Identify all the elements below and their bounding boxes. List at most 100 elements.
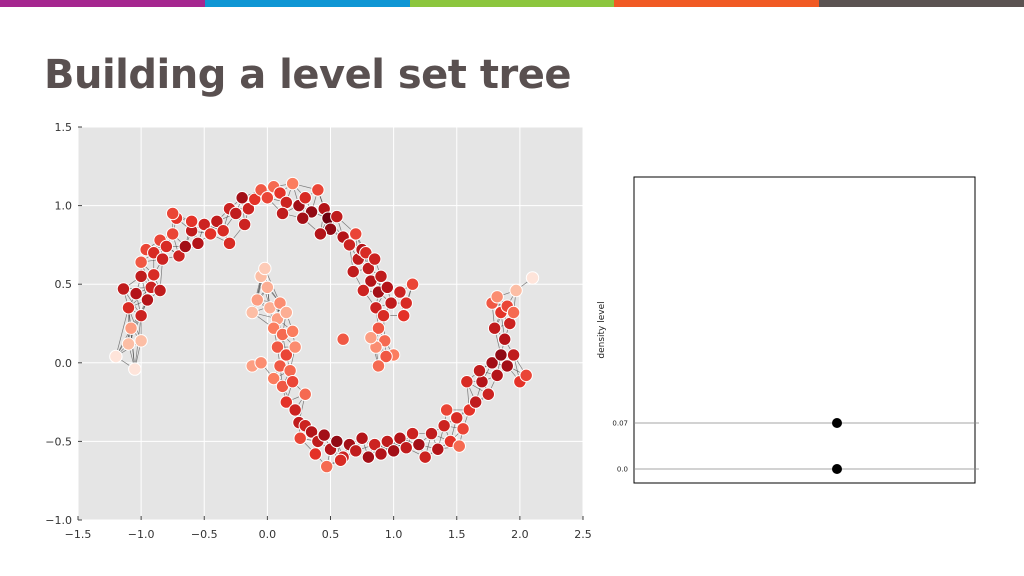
data-point	[519, 368, 533, 383]
data-point	[380, 280, 395, 295]
data-point	[197, 217, 211, 232]
tree-node	[832, 418, 842, 428]
data-point	[475, 374, 489, 389]
y-tick-label: 0.5	[55, 278, 73, 291]
data-point	[293, 431, 307, 445]
data-point	[237, 217, 252, 232]
data-point	[460, 374, 474, 389]
data-point	[298, 387, 312, 401]
data-point	[361, 261, 376, 276]
data-point	[273, 296, 287, 310]
data-point	[254, 356, 268, 370]
data-point	[393, 431, 407, 445]
data-point	[452, 439, 466, 453]
data-point	[399, 296, 413, 310]
data-point	[178, 239, 193, 254]
data-point	[506, 305, 521, 320]
data-point	[121, 301, 136, 315]
stripe-segment	[0, 0, 205, 7]
x-tick-label: 2.0	[511, 528, 529, 541]
x-tick-label: −0.5	[191, 528, 218, 541]
data-point	[260, 280, 275, 295]
data-point	[490, 368, 504, 383]
data-point	[203, 227, 218, 241]
level-tick-label: 0.0	[617, 466, 628, 474]
data-point	[380, 434, 395, 449]
data-point	[260, 191, 275, 205]
data-point	[222, 236, 237, 251]
data-point	[285, 324, 300, 339]
y-tick-label: 1.0	[55, 200, 73, 213]
x-tick-label: −1.5	[65, 528, 92, 541]
x-tick-label: 0.0	[259, 528, 277, 541]
stripe-segment	[204, 0, 410, 7]
scatter-points	[109, 176, 540, 474]
slide-title: Building a level set tree	[44, 52, 571, 98]
data-point	[134, 308, 148, 323]
data-point	[393, 285, 407, 299]
data-point	[109, 349, 123, 364]
data-point	[285, 374, 300, 389]
stripe-segment	[614, 0, 820, 7]
data-point	[279, 348, 294, 362]
data-point	[134, 255, 148, 269]
x-tick-label: 2.5	[574, 528, 592, 541]
data-point	[184, 214, 199, 229]
data-point	[437, 418, 451, 433]
data-point	[450, 411, 464, 425]
data-point	[364, 330, 378, 345]
data-point	[273, 186, 287, 200]
data-point	[165, 227, 180, 241]
data-point	[279, 305, 294, 320]
data-point	[399, 440, 413, 455]
data-point	[270, 340, 285, 354]
data-point	[498, 332, 512, 346]
tree-node	[832, 464, 842, 474]
data-point	[258, 261, 272, 276]
y-tick-label: 0.0	[55, 357, 73, 370]
y-tick-label: −0.5	[45, 435, 72, 448]
data-point	[349, 227, 363, 241]
data-point	[481, 387, 496, 401]
data-point	[330, 434, 344, 449]
data-point	[128, 362, 142, 376]
data-point	[374, 269, 388, 284]
data-point	[472, 363, 487, 378]
data-point	[333, 453, 348, 467]
x-tick-label: −1.0	[128, 528, 155, 541]
data-point	[296, 211, 310, 225]
stripe-segment	[819, 0, 1024, 7]
data-point	[250, 293, 264, 307]
color-stripe-bar	[0, 0, 1024, 7]
data-point	[172, 249, 186, 263]
data-point	[349, 444, 363, 458]
data-point	[134, 334, 148, 348]
data-point	[355, 431, 369, 445]
data-point	[320, 459, 334, 474]
data-point	[275, 206, 290, 221]
data-point	[418, 450, 432, 464]
x-tick-label: 0.5	[322, 528, 340, 541]
data-point	[494, 348, 508, 362]
data-point	[283, 363, 297, 378]
data-point	[134, 269, 148, 284]
data-point	[124, 321, 138, 335]
data-point	[241, 202, 256, 216]
data-point	[500, 359, 514, 373]
data-point	[405, 426, 420, 441]
data-point	[317, 428, 331, 442]
data-point	[431, 442, 445, 456]
data-point	[376, 308, 391, 323]
scatter-axis-ticks: −1.5 −1.0 −0.5 0.0 0.5 1.0 1.5 2.0 2.5−1.0−0.50.…	[45, 121, 591, 541]
data-point	[468, 395, 483, 409]
data-point	[229, 206, 243, 221]
y-tick-label: −1.0	[45, 514, 72, 527]
data-point	[153, 283, 167, 298]
data-point	[509, 283, 523, 298]
data-point	[304, 425, 319, 439]
level-set-tree-plot: 0.07 0.0 density level	[597, 176, 979, 484]
data-point	[439, 403, 454, 417]
tree-plot-frame	[633, 176, 976, 484]
data-point	[129, 286, 143, 301]
data-point	[336, 332, 350, 346]
